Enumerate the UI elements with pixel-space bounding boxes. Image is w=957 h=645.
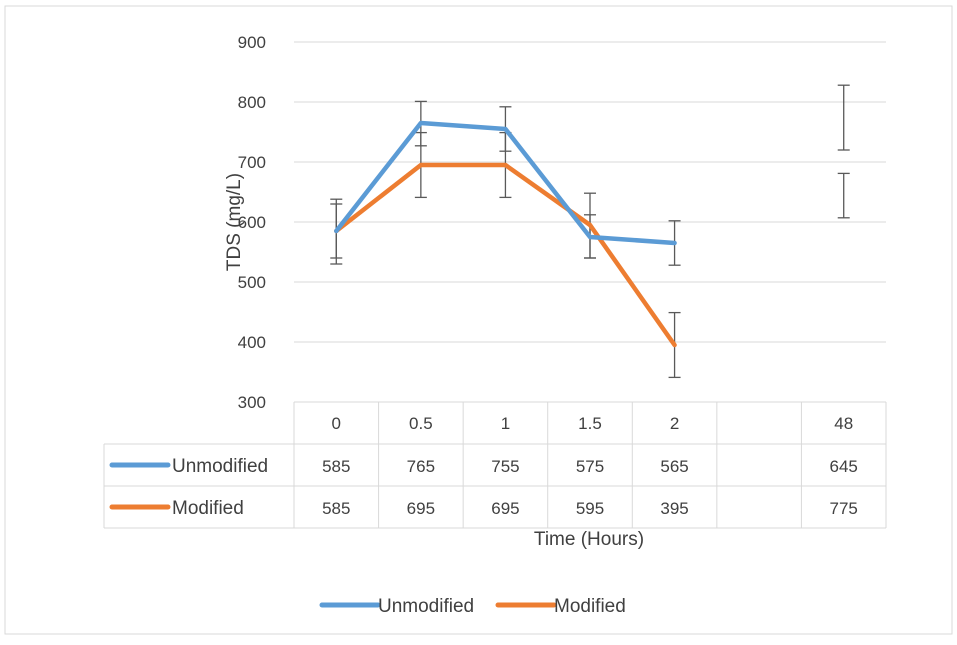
table-cell-value: 395: [660, 499, 688, 518]
x-tick-label: 0: [332, 414, 341, 433]
y-tick-label: 500: [238, 273, 266, 292]
table-cell-value: 775: [830, 499, 858, 518]
x-axis-label: Time (Hours): [534, 529, 644, 550]
y-tick-label: 800: [238, 93, 266, 112]
y-tick-label: 900: [238, 33, 266, 52]
legend-label: Unmodified: [378, 596, 474, 617]
series-line-modified: [334, 162, 677, 348]
x-tick-label: 2: [670, 414, 679, 433]
legend: Unmodified Modified: [319, 596, 626, 617]
table-cell-value: 585: [322, 457, 350, 476]
series-line-unmodified: [334, 120, 677, 246]
table-cell-value: 695: [491, 499, 519, 518]
x-tick-label: 48: [834, 414, 853, 433]
y-tick-label: 300: [238, 393, 266, 412]
table-cell-value: 585: [322, 499, 350, 518]
table-cell-value: 565: [660, 457, 688, 476]
chart-border: [4, 5, 953, 635]
table-cell-value: 595: [576, 499, 604, 518]
x-tick-label: 1: [501, 414, 510, 433]
table-series-name: Modified: [172, 498, 244, 519]
y-tick-label: 400: [238, 333, 266, 352]
y-tick-label: 600: [238, 213, 266, 232]
y-tick-label: 700: [238, 153, 266, 172]
legend-label: Modified: [554, 596, 626, 617]
table-series-name: Unmodified: [172, 456, 268, 477]
table-cell-value: 575: [576, 457, 604, 476]
table-cell-value: 755: [491, 457, 519, 476]
y-axis-ticks: 300 400 500 600 700 800 900: [238, 33, 266, 412]
series-lines: [334, 120, 677, 348]
table-cell-value: 645: [830, 457, 858, 476]
data-table: 0 0.5 1 1.5 2 48 Unmodified 585 765 755 575 565 645 M…: [103, 401, 887, 529]
table-cell-value: 695: [407, 499, 435, 518]
y-axis-label: TDS (mg/L): [224, 173, 245, 271]
table-cell-value: 765: [407, 457, 435, 476]
x-tick-label: 1.5: [578, 414, 602, 433]
x-tick-label: 0.5: [409, 414, 433, 433]
